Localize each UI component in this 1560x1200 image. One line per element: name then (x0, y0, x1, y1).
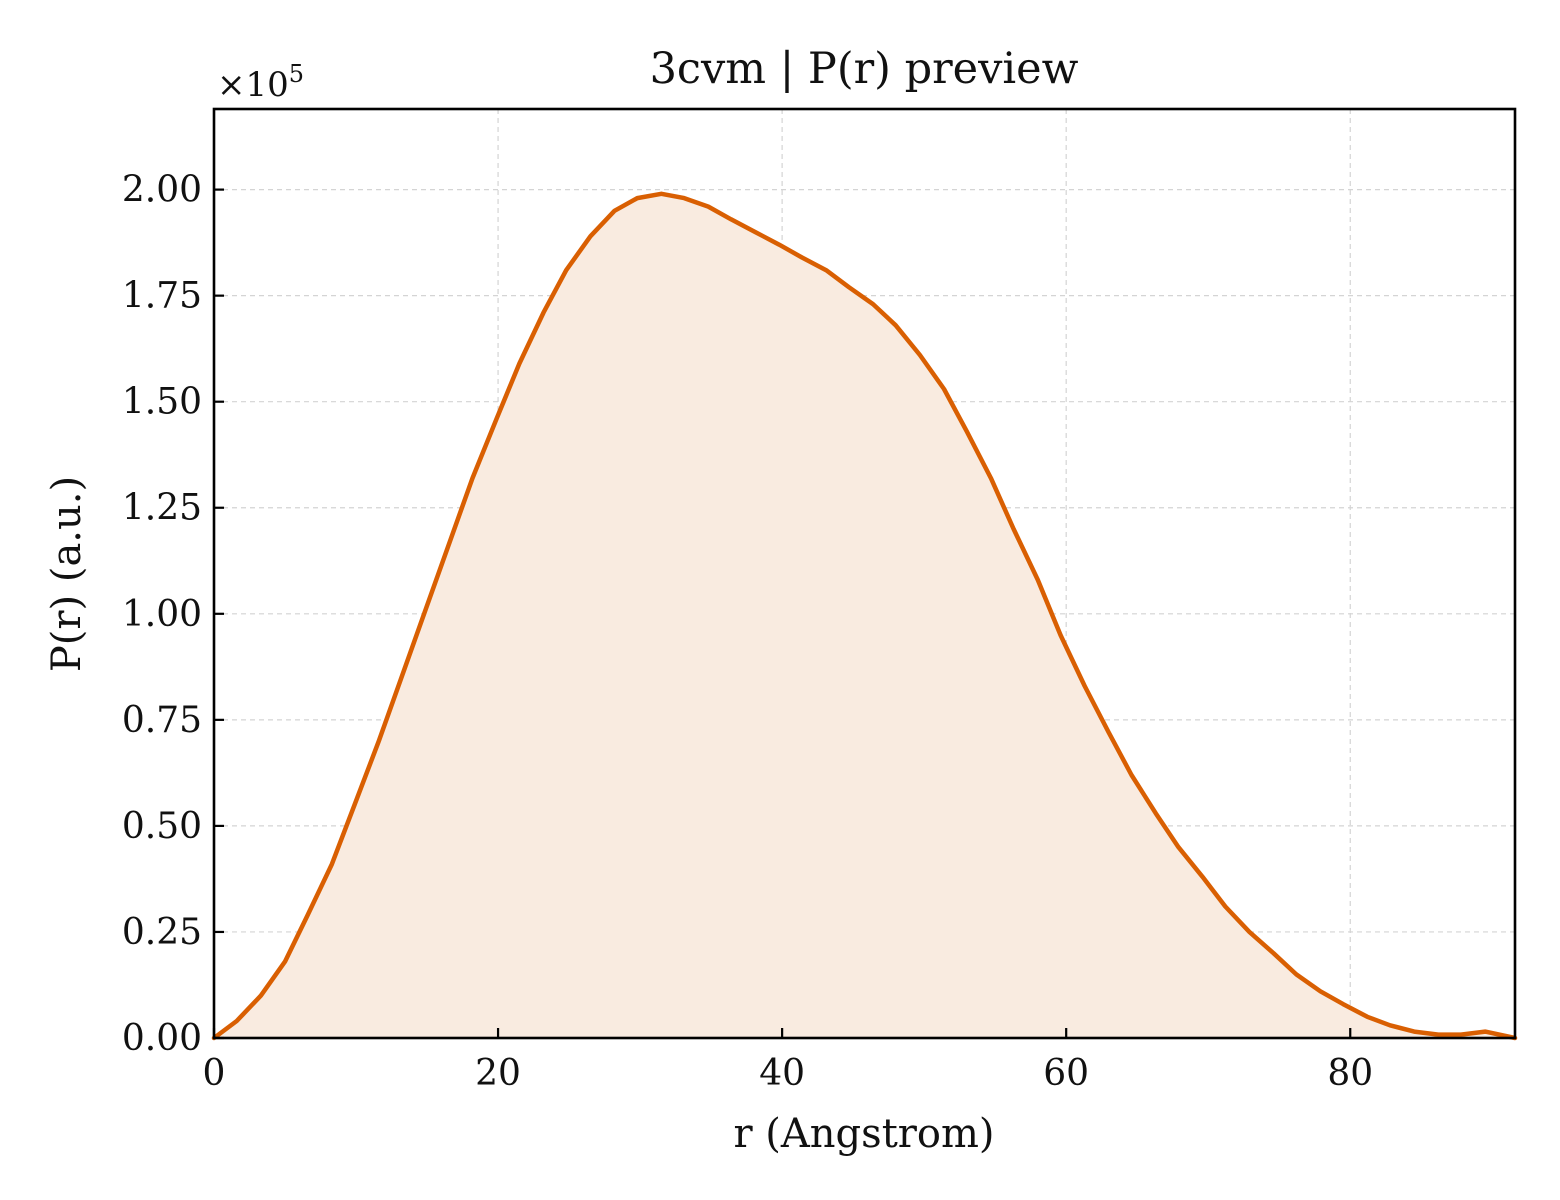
multiplier-exponent: 5 (289, 60, 304, 88)
ticks: 0 20 40 60 80 0.00 0.25 0.50 0.75 1.00 1.25 1.50 1.7… (122, 170, 1373, 1094)
x-tick-label: 80 (1327, 1053, 1373, 1094)
x-axis-title: r (Angstrom) (733, 1111, 994, 1157)
y-tick-label: 1.50 (122, 382, 202, 423)
y-tick-label: 0.75 (122, 700, 202, 741)
y-tick-label: 0.25 (122, 912, 202, 953)
x-tick-label: 0 (203, 1053, 226, 1094)
chart-title: 3cvm | P(r) preview (650, 44, 1079, 94)
x-tick-label: 60 (1043, 1053, 1089, 1094)
y-axis-multiplier: ×105 (217, 60, 304, 105)
multiplier-base: ×10 (217, 65, 289, 105)
y-tick-label: 2.00 (122, 170, 202, 211)
y-tick-label: 0.50 (122, 806, 202, 847)
series-line (211, 191, 1518, 1041)
y-tick-label: 1.75 (122, 276, 202, 317)
x-tick-label: 40 (759, 1053, 805, 1094)
area-fill (214, 193, 1515, 1039)
plot-frame (212, 107, 1517, 1040)
x-tick-label: 20 (475, 1053, 521, 1094)
y-tick-label: 1.00 (122, 594, 202, 635)
y-tick-label: 1.25 (122, 488, 202, 529)
y-axis-title: P(r) (a.u.) (44, 476, 90, 672)
y-tick-label: 0.00 (122, 1018, 202, 1059)
